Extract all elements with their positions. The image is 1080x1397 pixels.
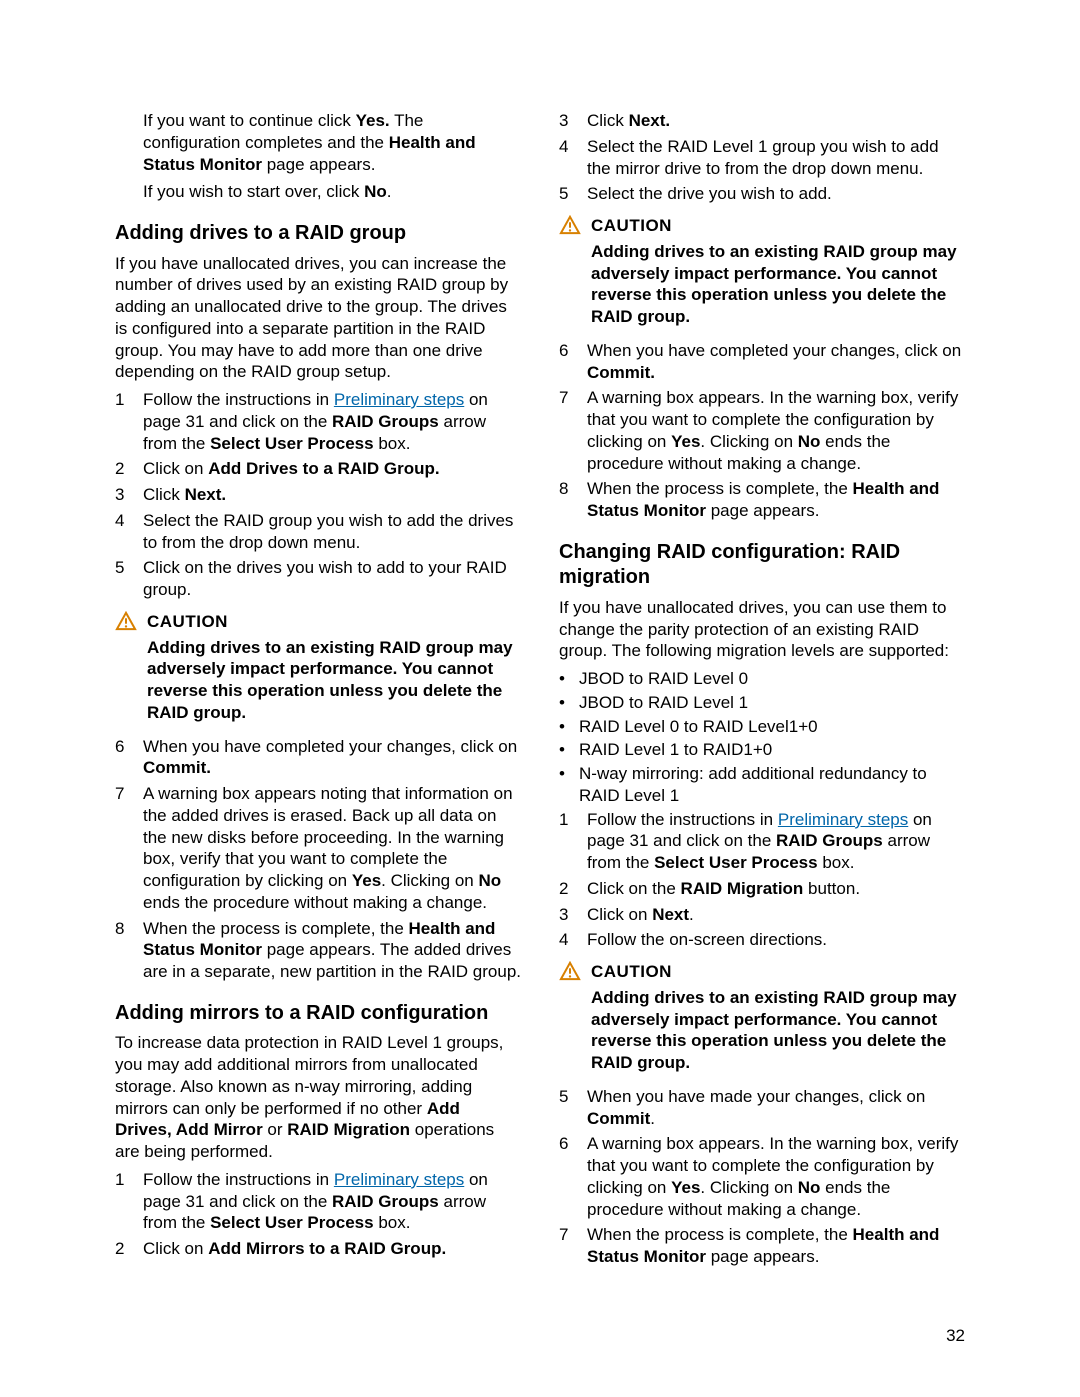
caution-body: Adding drives to an existing RAID group … [591,241,965,328]
sec3-steps-cont: 5 When you have made your changes, click… [559,1086,965,1268]
link-preliminary-steps[interactable]: Preliminary steps [334,1170,464,1189]
list-item: •N-way mirroring: add additional redunda… [559,763,965,807]
heading-raid-migration: Changing RAID configuration: RAID migrat… [559,540,965,591]
sec1-intro: If you have unallocated drives, you can … [115,253,521,384]
list-item: •JBOD to RAID Level 0 [559,668,965,690]
list-item: 1 Follow the instructions in Preliminary… [115,389,521,454]
caution-label: CAUTION [591,215,965,237]
sec3-bullets: •JBOD to RAID Level 0 •JBOD to RAID Leve… [559,668,965,807]
caution-label: CAUTION [591,961,965,983]
list-item: 6 A warning box appears. In the warning … [559,1133,965,1220]
caution-block: CAUTION Adding drives to an existing RAI… [115,611,521,724]
warning-icon [559,215,591,328]
list-item: 8 When the process is complete, the Heal… [115,918,521,983]
list-item: •JBOD to RAID Level 1 [559,692,965,714]
content-columns: If you want to continue click Yes. The c… [115,110,965,1270]
caution-block: CAUTION Adding drives to an existing RAI… [559,961,965,1074]
list-item: 2 Click on Add Mirrors to a RAID Group. [115,1238,521,1260]
list-item: 1 Follow the instructions in Preliminary… [559,809,965,874]
list-item: 5Select the drive you wish to add. [559,183,965,205]
list-item: 3 Click Next. [559,110,965,132]
heading-adding-drives: Adding drives to a RAID group [115,221,521,247]
sec1-steps-cont: 6 When you have completed your changes, … [115,736,521,983]
sec3-steps: 1 Follow the instructions in Preliminary… [559,809,965,952]
list-item: 2 Click on the RAID Migration button. [559,878,965,900]
list-item: 6 When you have completed your changes, … [115,736,521,780]
page-number: 32 [946,1325,965,1347]
list-item: 5 When you have made your changes, click… [559,1086,965,1130]
list-item: 5Click on the drives you wish to add to … [115,557,521,601]
caution-label: CAUTION [147,611,521,633]
warning-icon [115,611,147,724]
intro-para-1: If you want to continue click Yes. The c… [115,110,521,175]
list-item: •RAID Level 1 to RAID1+0 [559,739,965,761]
sec2-steps-cont: 6 When you have completed your changes, … [559,340,965,522]
list-item: 7 A warning box appears. In the warning … [559,387,965,474]
list-item: 7 When the process is complete, the Heal… [559,1224,965,1268]
sec3-intro: If you have unallocated drives, you can … [559,597,965,662]
list-item: 4Select the RAID group you wish to add t… [115,510,521,554]
sec1-steps: 1 Follow the instructions in Preliminary… [115,389,521,601]
caution-block: CAUTION Adding drives to an existing RAI… [559,215,965,328]
list-item: 4Follow the on-screen directions. [559,929,965,951]
intro-para-2: If you wish to start over, click No. [115,181,521,203]
link-preliminary-steps[interactable]: Preliminary steps [334,390,464,409]
warning-icon [559,961,591,1074]
caution-body: Adding drives to an existing RAID group … [147,637,521,724]
sec2-intro: To increase data protection in RAID Leve… [115,1032,521,1163]
list-item: 4Select the RAID Level 1 group you wish … [559,136,965,180]
list-item: 6 When you have completed your changes, … [559,340,965,384]
list-item: •RAID Level 0 to RAID Level1+0 [559,716,965,738]
caution-body: Adding drives to an existing RAID group … [591,987,965,1074]
heading-adding-mirrors: Adding mirrors to a RAID configuration [115,1001,521,1027]
list-item: 2 Click on Add Drives to a RAID Group. [115,458,521,480]
list-item: 3 Click Next. [115,484,521,506]
list-item: 1 Follow the instructions in Preliminary… [115,1169,521,1234]
list-item: 7 A warning box appears noting that info… [115,783,521,914]
link-preliminary-steps[interactable]: Preliminary steps [778,810,908,829]
list-item: 8 When the process is complete, the Heal… [559,478,965,522]
list-item: 3 Click on Next. [559,904,965,926]
